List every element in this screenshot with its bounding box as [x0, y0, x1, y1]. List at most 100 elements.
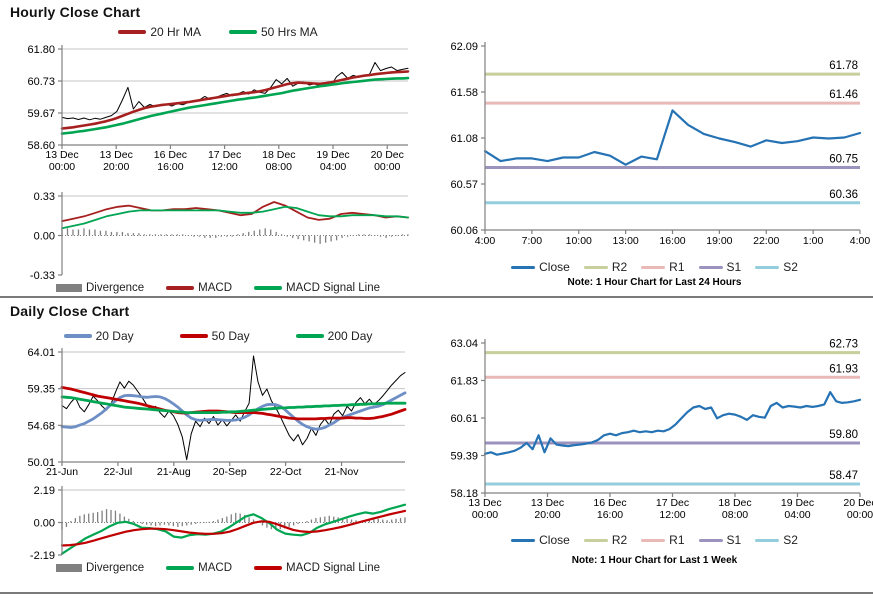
legend-item-r2: R2: [583, 260, 628, 274]
svg-text:63.04: 63.04: [450, 338, 478, 350]
svg-text:58.47: 58.47: [829, 470, 858, 482]
s2-line-swatch: [755, 265, 780, 269]
svg-text:18 Dec: 18 Dec: [718, 497, 751, 509]
r2-line-swatch: [583, 538, 608, 542]
legend-item-macd-signal: MACD Signal Line: [254, 562, 380, 574]
svg-text:13 Dec: 13 Dec: [531, 497, 564, 509]
legend-label: S1: [726, 260, 742, 274]
svg-text:12:00: 12:00: [211, 161, 237, 173]
legend-label: MACD Signal Line: [286, 282, 380, 294]
legend-item-close: Close: [511, 533, 570, 547]
daily-close-legend: 20 Day 50 Day 200 Day: [0, 329, 436, 343]
svg-text:04:00: 04:00: [320, 161, 346, 173]
svg-text:22:00: 22:00: [753, 235, 779, 247]
hourly-close-legend: 20 Hr MA 50 Hrs MA: [0, 25, 436, 39]
close-line-swatch: [511, 265, 536, 269]
hourly-pivot-note: Note: 1 Hour Chart for Last 24 Hours: [567, 277, 742, 288]
svg-text:61.78: 61.78: [829, 60, 858, 72]
svg-text:61.93: 61.93: [829, 363, 858, 375]
legend-label: S2: [783, 260, 798, 274]
legend-item-divergence: Divergence: [55, 282, 145, 294]
legend-label: 50 Hrs MA: [261, 25, 318, 39]
s1-line-swatch: [698, 538, 723, 542]
svg-text:4:00: 4:00: [475, 235, 496, 247]
divergence-box-swatch: [55, 564, 82, 572]
svg-text:13 Dec: 13 Dec: [100, 149, 133, 161]
legend-label: R2: [611, 533, 628, 547]
svg-text:60.36: 60.36: [829, 189, 858, 201]
legend-item-200day: 200 Day: [295, 329, 373, 343]
svg-text:61.46: 61.46: [829, 89, 858, 101]
svg-text:00:00: 00:00: [374, 161, 400, 173]
svg-text:59.67: 59.67: [27, 108, 55, 120]
svg-text:64.01: 64.01: [27, 347, 55, 359]
svg-text:19 Dec: 19 Dec: [316, 149, 349, 161]
svg-text:13:00: 13:00: [612, 235, 638, 247]
svg-text:58.18: 58.18: [450, 488, 478, 500]
svg-text:00:00: 00:00: [472, 509, 498, 521]
legend-item-divergence: Divergence: [55, 562, 145, 574]
50hrs-ma-line-swatch: [229, 30, 257, 34]
svg-text:19 Dec: 19 Dec: [781, 497, 814, 509]
r2-line-swatch: [583, 265, 608, 269]
svg-text:16:00: 16:00: [157, 161, 183, 173]
svg-text:22-Jul: 22-Jul: [104, 466, 133, 478]
macd-signal-line-swatch: [254, 286, 283, 290]
svg-text:21-Nov: 21-Nov: [325, 466, 360, 478]
svg-text:50.01: 50.01: [27, 457, 55, 469]
daily-section-title: Daily Close Chart: [10, 303, 130, 319]
svg-text:61.83: 61.83: [450, 376, 478, 388]
r1-line-swatch: [641, 538, 666, 542]
daily-pivot-note: Note: 1 Hour Chart for Last 1 Week: [571, 555, 738, 566]
legend-item-s1: S1: [698, 533, 741, 547]
legend-item-r1: R1: [641, 260, 685, 274]
svg-text:20 Dec: 20 Dec: [843, 497, 873, 509]
legend-label: R1: [669, 260, 685, 274]
svg-text:00:00: 00:00: [49, 161, 75, 173]
legend-item-r1: R1: [641, 533, 685, 547]
svg-text:20:00: 20:00: [103, 161, 129, 173]
svg-text:60.75: 60.75: [829, 153, 858, 165]
legend-label: MACD: [198, 562, 233, 574]
svg-text:60.73: 60.73: [27, 76, 55, 88]
svg-text:54.68: 54.68: [27, 420, 55, 432]
svg-text:59.35: 59.35: [27, 384, 55, 396]
legend-item-50hrs-ma: 50 Hrs MA: [229, 25, 318, 39]
daily-macd-chart-canvas: 2.19 0.00 -2.19: [30, 485, 407, 561]
legend-label: MACD: [198, 282, 233, 294]
svg-text:7:00: 7:00: [522, 235, 543, 247]
macd-signal-line-swatch: [254, 566, 283, 570]
hourly-pivot-legend: Close R2 R1 S1 S2: [436, 260, 873, 274]
legend-label: MACD Signal Line: [286, 562, 380, 574]
hourly-macd-chart-canvas: 0.33 0.00 -0.33: [30, 191, 409, 282]
hourly-section-title: Hourly Close Chart: [10, 4, 141, 20]
close-line-swatch: [511, 538, 536, 542]
legend-label: R2: [611, 260, 628, 274]
svg-text:00:00: 00:00: [847, 509, 873, 521]
svg-text:22-Oct: 22-Oct: [270, 466, 302, 478]
legend-item-macd-signal: MACD Signal Line: [254, 282, 380, 294]
svg-text:0.00: 0.00: [34, 231, 55, 243]
s2-line-swatch: [755, 538, 780, 542]
svg-text:13 Dec: 13 Dec: [45, 149, 78, 161]
svg-text:61.58: 61.58: [450, 87, 478, 99]
legend-item-s2: S2: [755, 533, 798, 547]
legend-item-s1: S1: [698, 260, 742, 274]
svg-text:60.57: 60.57: [450, 179, 478, 191]
macd-line-swatch: [166, 286, 195, 290]
svg-text:16:00: 16:00: [597, 509, 623, 521]
legend-label: R1: [669, 533, 685, 547]
legend-label: 200 Day: [327, 329, 373, 343]
daily-pivot-legend: Close R2 R1 S1 S2: [436, 533, 873, 547]
legend-item-macd: MACD: [166, 562, 232, 574]
svg-text:18 Dec: 18 Dec: [262, 149, 295, 161]
macd-line-swatch: [166, 566, 195, 570]
20hr-ma-line-swatch: [118, 30, 147, 34]
legend-label: Divergence: [85, 562, 145, 574]
legend-item-macd: MACD: [166, 282, 232, 294]
legend-item-50day: 50 Day: [179, 329, 250, 343]
svg-text:21-Aug: 21-Aug: [157, 466, 191, 478]
legend-label: Divergence: [85, 282, 145, 294]
legend-item-20day: 20 Day: [63, 329, 134, 343]
